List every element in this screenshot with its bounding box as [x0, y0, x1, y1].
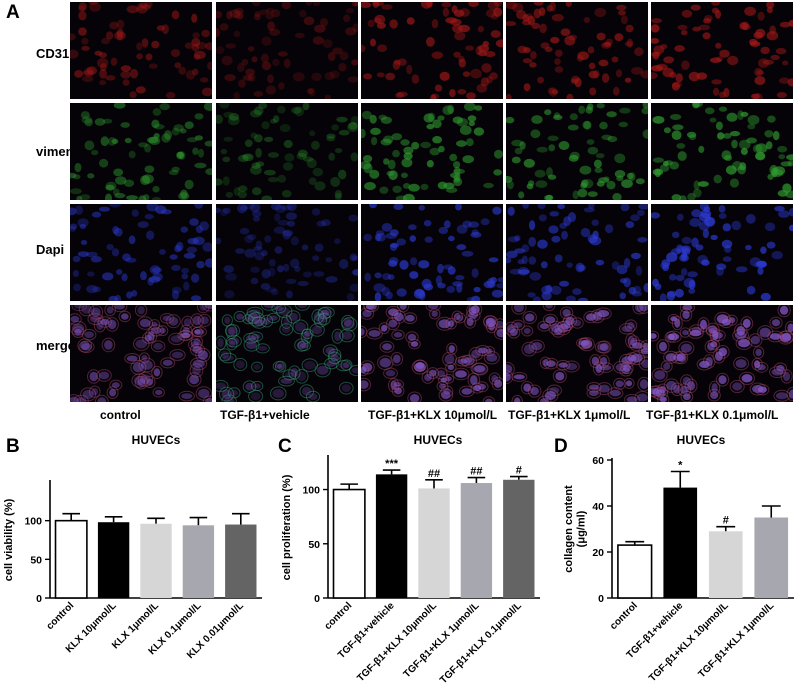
- bar: [754, 517, 789, 598]
- micrograph-cd31-4: [506, 2, 648, 99]
- significance-label: #: [723, 515, 729, 527]
- chart-title: HUVECs: [414, 433, 463, 447]
- bar: [418, 488, 450, 598]
- micrograph-vimentin-2: [216, 103, 358, 200]
- y-axis-label: cell viability (%): [3, 498, 15, 581]
- micrograph-vimentin-5: [651, 103, 793, 200]
- y-tick-label: 0: [598, 593, 604, 605]
- column-label-klx-1: TGF-β1+KLX 1μmol/L: [508, 408, 631, 422]
- micrograph-dapi-4: [506, 204, 648, 301]
- x-tick-label: TGF-β1+KLX 10μmol/L: [647, 600, 731, 684]
- row-label-cd31: CD31: [36, 46, 70, 61]
- micrograph-vimentin-4: [506, 103, 648, 200]
- bar: [182, 525, 215, 598]
- y-tick-label: 20: [592, 547, 604, 559]
- panel-letter-a: A: [6, 2, 20, 23]
- x-tick-label: TGF-β1+KLX 10μmol/L: [355, 600, 439, 684]
- significance-label: ***: [385, 458, 399, 470]
- y-axis-label: collagen content(μg/ml): [563, 485, 588, 573]
- column-label-klx-10: TGF-β1+KLX 10μmol/L: [368, 408, 498, 422]
- x-tick-label: control: [45, 600, 77, 632]
- bar: [460, 483, 493, 598]
- y-tick-label: 50: [308, 539, 320, 551]
- micrograph-dapi-5: [651, 204, 793, 301]
- x-tick-label: TGF-β1+KLX 0.1μmol/L: [438, 600, 524, 686]
- x-tick-label: control: [608, 600, 640, 632]
- y-tick-label: 100: [302, 485, 320, 497]
- bar: [140, 523, 172, 598]
- bar: [503, 479, 535, 598]
- bar: [663, 487, 698, 598]
- y-tick-label: 60: [592, 455, 604, 467]
- micrograph-merge-1: [70, 305, 212, 402]
- micrograph-merge-5: [651, 305, 793, 402]
- bar: [375, 474, 408, 598]
- column-label-control: control: [100, 408, 141, 422]
- bar: [332, 488, 366, 599]
- chart-title: HUVECs: [677, 433, 726, 447]
- micrograph-dapi-1: [70, 204, 212, 301]
- panel-letter-b: B: [6, 436, 20, 457]
- micrograph-vimentin-3: [361, 103, 503, 200]
- y-tick-label: 50: [30, 554, 42, 566]
- column-label-tgf-vehicle: TGF-β1+vehicle: [220, 408, 310, 422]
- chart-title: HUVECs: [132, 433, 181, 447]
- micrograph-vimentin-1: [70, 103, 212, 200]
- y-tick-label: 40: [592, 501, 604, 513]
- significance-label: ##: [428, 468, 440, 480]
- bar: [225, 524, 257, 598]
- significance-label: ##: [470, 466, 482, 478]
- micrograph-cd31-5: [651, 2, 793, 99]
- y-tick-label: 0: [36, 593, 42, 605]
- micrograph-cd31-3: [361, 2, 503, 99]
- bar: [617, 544, 653, 599]
- significance-label: #: [516, 465, 522, 477]
- micrograph-dapi-2: [216, 204, 358, 301]
- x-tick-label: control: [323, 600, 355, 632]
- panel-letter-c: C: [278, 436, 292, 457]
- significance-label: *: [678, 460, 683, 472]
- bar: [97, 522, 130, 598]
- micrograph-merge-2: [216, 305, 358, 402]
- panel-letter-d: D: [554, 436, 568, 457]
- row-label-merge: merge: [36, 338, 76, 353]
- column-label-klx-0-1: TGF-β1+KLX 0.1μmol/L: [646, 408, 779, 422]
- y-tick-label: 0: [314, 593, 320, 605]
- row-label-dapi: Dapi: [36, 242, 65, 257]
- micrograph-dapi-3: [361, 204, 503, 301]
- micrograph-merge-4: [506, 305, 648, 402]
- bar: [708, 531, 743, 598]
- y-tick-label: 100: [24, 516, 42, 528]
- y-axis-label: cell proliferation (%): [281, 474, 293, 580]
- chart-collagen-content: HUVECs collagen content(μg/ml) 0 20 40 60 cont…: [563, 433, 794, 684]
- micrograph-merge-3: [361, 305, 503, 402]
- micrograph-cd31-1: [70, 2, 212, 99]
- micrograph-cd31-2: [216, 2, 358, 99]
- x-tick-label: TGF-β1+KLX 1μmol/L: [402, 600, 482, 680]
- chart-cell-proliferation: HUVECs cell proliferation (%) 0 50 100 contro…: [281, 433, 540, 686]
- x-tick-label: TGF-β1+KLX 1μmol/L: [697, 600, 777, 680]
- bar: [54, 519, 88, 599]
